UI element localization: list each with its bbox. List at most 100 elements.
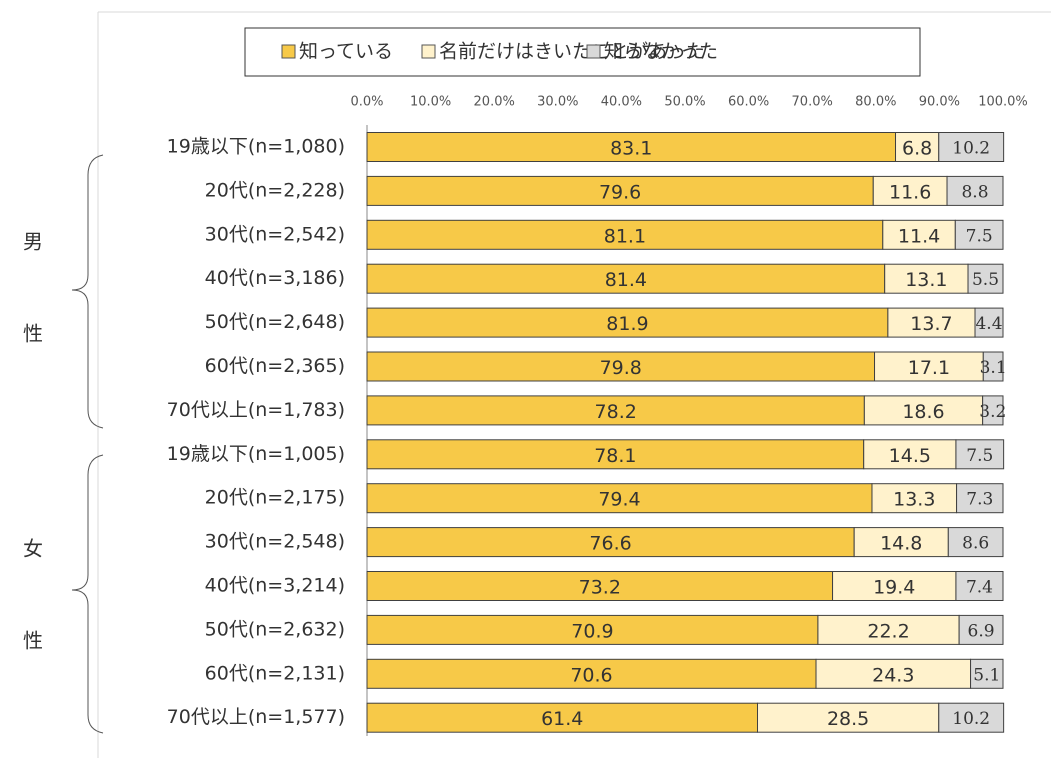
value-label: 14.5 — [889, 445, 931, 467]
bar-segment — [853, 527, 949, 558]
x-tick-label: 80.0% — [855, 95, 896, 110]
bar-segment — [938, 702, 1005, 733]
bar-segment — [955, 439, 1005, 470]
value-label: 83.1 — [610, 138, 652, 160]
category-label: 50代(n=2,648) — [205, 311, 345, 333]
bar-segment — [956, 483, 1004, 514]
value-label: 81.4 — [605, 269, 647, 291]
value-label: 73.2 — [579, 577, 621, 599]
value-label: 81.9 — [606, 313, 648, 335]
group-label: 男性 — [20, 231, 44, 415]
bar-segment — [954, 219, 1004, 250]
bar-segment — [887, 307, 976, 338]
bar-segment — [938, 132, 1005, 162]
x-tick-label: 20.0% — [474, 95, 515, 110]
category-label: 19歳以下(n=1,005) — [167, 443, 345, 465]
value-label: 70.6 — [570, 664, 612, 686]
value-label: 10.2 — [952, 139, 990, 159]
bar-segment — [366, 307, 889, 338]
value-label: 28.5 — [827, 708, 869, 730]
bar-segment — [884, 263, 969, 294]
category-label: 20代(n=2,228) — [205, 179, 345, 201]
category-label: 50代(n=2,632) — [205, 618, 345, 640]
bar-segment — [895, 132, 940, 162]
bar-segment — [872, 175, 948, 206]
value-label: 11.4 — [898, 225, 940, 247]
group-label: 女性 — [20, 538, 44, 722]
value-label: 17.1 — [908, 357, 950, 379]
bar-segment — [967, 263, 1004, 294]
value-label: 6.8 — [902, 138, 932, 160]
value-label: 6.9 — [968, 621, 995, 641]
value-label: 78.2 — [595, 401, 637, 423]
value-label: 11.6 — [889, 181, 931, 203]
legend-swatch — [586, 44, 601, 59]
value-label: 14.8 — [880, 533, 922, 555]
x-tick-label: 60.0% — [728, 95, 769, 110]
category-label: 60代(n=2,365) — [205, 355, 345, 377]
x-tick-label: 70.0% — [792, 95, 833, 110]
bar-segment — [366, 132, 897, 162]
bar-segment — [946, 175, 1004, 206]
x-tick-label: 0.0% — [350, 95, 383, 110]
bar-segment — [757, 702, 940, 733]
value-label: 18.6 — [902, 401, 944, 423]
value-label: 81.1 — [604, 225, 646, 247]
x-tick-label: 40.0% — [601, 95, 642, 110]
bar-segment — [955, 571, 1004, 601]
value-label: 5.5 — [972, 270, 999, 290]
value-label: 7.4 — [966, 578, 993, 598]
bar-segment — [863, 439, 957, 470]
category-label: 30代(n=2,548) — [205, 531, 345, 553]
value-label: 4.4 — [975, 314, 1002, 334]
value-label: 79.8 — [600, 357, 642, 379]
category-label: 30代(n=2,542) — [205, 223, 345, 245]
bar-segment — [366, 614, 819, 645]
value-label: 76.6 — [589, 533, 631, 555]
category-label: 19歳以下(n=1,080) — [167, 136, 345, 158]
bar-segment — [815, 658, 972, 689]
value-label: 7.5 — [966, 226, 993, 246]
bar-segment — [947, 527, 1004, 558]
bar-segment — [958, 614, 1004, 645]
value-label: 24.3 — [872, 664, 914, 686]
bar-segment — [366, 175, 874, 206]
bar-segment — [366, 351, 876, 382]
value-label: 3.2 — [979, 402, 1006, 422]
value-label: 10.2 — [952, 709, 990, 729]
legend-label: 知らなかった — [604, 41, 718, 63]
x-tick-label: 10.0% — [410, 95, 451, 110]
category-label: 70代以上(n=1,577) — [167, 706, 345, 728]
value-label: 3.1 — [980, 358, 1007, 378]
value-label: 61.4 — [541, 708, 583, 730]
value-label: 13.7 — [910, 313, 952, 335]
category-label: 40代(n=3,214) — [205, 575, 345, 597]
value-label: 79.6 — [599, 181, 641, 203]
bar-segment — [874, 351, 984, 382]
bar-segment — [366, 219, 884, 250]
value-label: 8.8 — [961, 182, 988, 202]
value-label: 79.4 — [598, 489, 640, 511]
value-label: 13.3 — [893, 489, 935, 511]
bar-segment — [366, 527, 855, 558]
value-label: 19.4 — [873, 577, 915, 599]
value-label: 78.1 — [594, 445, 636, 467]
x-tick-label: 50.0% — [664, 95, 705, 110]
legend-box — [244, 27, 921, 77]
x-tick-label: 30.0% — [537, 95, 578, 110]
bar-segment — [366, 571, 834, 601]
value-label: 8.6 — [962, 534, 989, 554]
bar-segment — [366, 395, 865, 426]
value-label: 22.2 — [867, 620, 909, 642]
legend-swatch — [421, 44, 436, 59]
value-label: 70.9 — [571, 620, 613, 642]
bar-segment — [366, 263, 886, 294]
bar-segment — [366, 658, 817, 689]
x-tick-label: 90.0% — [919, 95, 960, 110]
legend-label: 名前だけはきいたことがあった — [439, 41, 705, 63]
value-label: 7.3 — [966, 490, 993, 510]
bar-segment — [982, 395, 1004, 426]
category-label: 60代(n=2,131) — [205, 662, 345, 684]
bar-segment — [817, 614, 960, 645]
